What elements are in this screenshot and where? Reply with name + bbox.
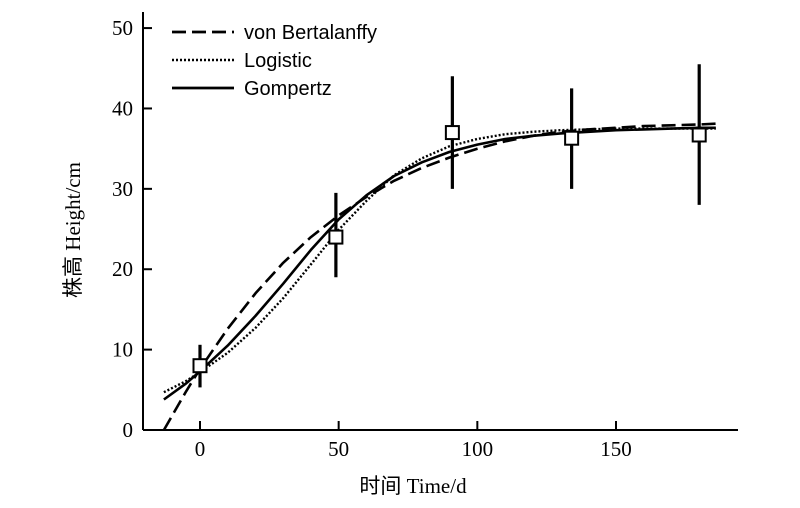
observation-marker: [564, 130, 580, 146]
observation-marker: [691, 127, 707, 143]
x-tick-label: 50: [328, 437, 349, 461]
observation-markers: [192, 125, 707, 374]
curve-logistic: [163, 127, 716, 394]
curves: [162, 122, 716, 431]
y-axis-label: 株高 Height/cm: [61, 162, 85, 298]
x-tick-label: 150: [600, 437, 632, 461]
observation-marker: [192, 358, 208, 374]
y-tick-label: 20: [112, 257, 133, 281]
y-tick-label: 0: [123, 418, 134, 442]
y-tick-label: 30: [112, 177, 133, 201]
x-tick-label: 100: [462, 437, 494, 461]
y-tick-label: 40: [112, 96, 133, 120]
axes: 0 10 20 30 40 50 0 50 100 150: [112, 12, 738, 461]
legend-label: Logistic: [244, 50, 312, 72]
error-bars: [198, 64, 701, 388]
observation-marker: [328, 229, 344, 245]
legend-label: von Bertalanffy: [244, 22, 377, 44]
legend: von Bertalanffy Logistic Gompertz: [172, 22, 377, 100]
legend-label: Gompertz: [244, 78, 332, 100]
curve-gompertz: [163, 126, 716, 401]
y-tick-label: 10: [112, 338, 133, 362]
x-axis-label: 时间 Time/d: [359, 474, 467, 498]
y-tick-label: 50: [112, 16, 133, 40]
curve-von-bertalanffy: [162, 122, 716, 431]
observation-marker: [444, 125, 460, 141]
x-tick-label: 0: [195, 437, 206, 461]
